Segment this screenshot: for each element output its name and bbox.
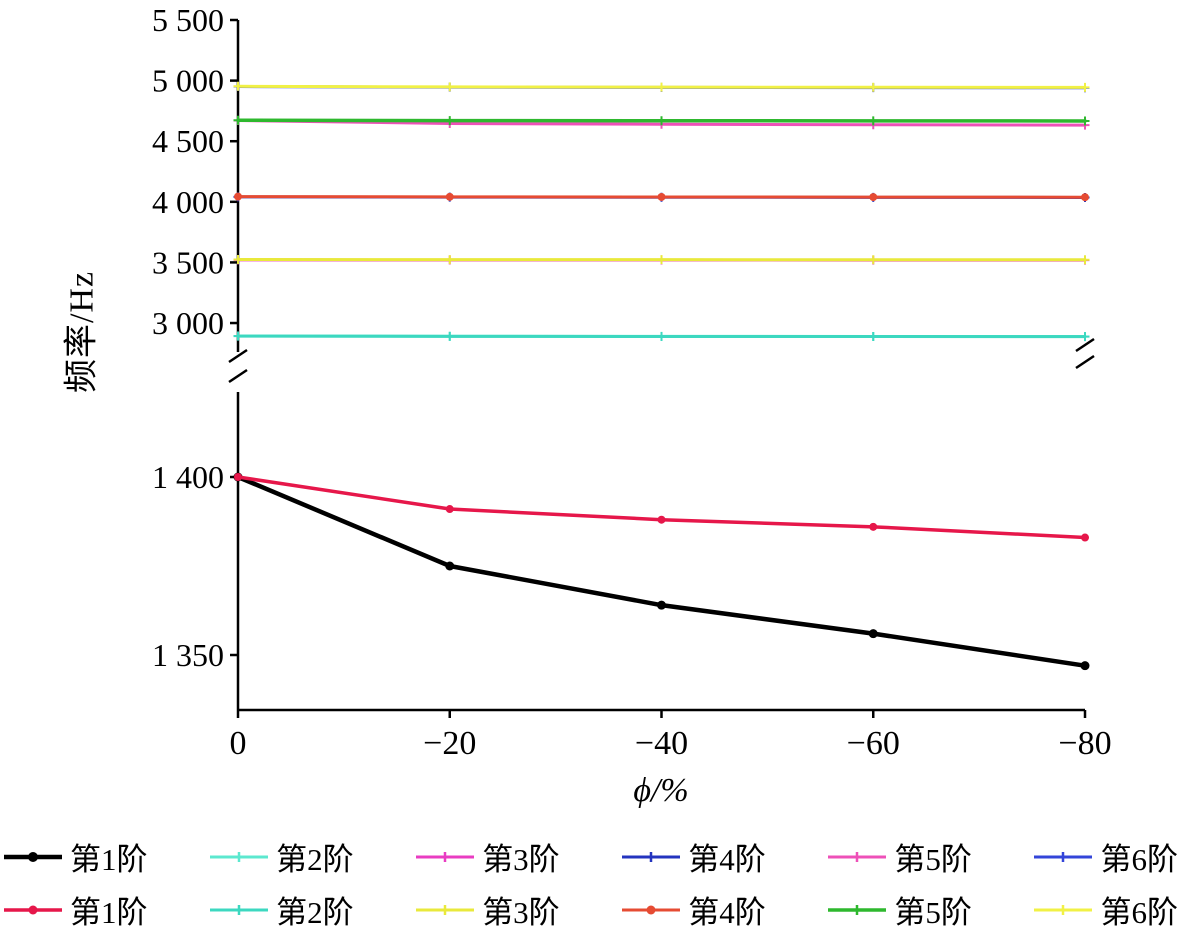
legend-sample [828,904,887,915]
legend-sample [416,904,475,915]
x-axis-label: ϕ/% [633,772,689,809]
series-marker [868,255,878,265]
legend-sample [4,905,62,914]
chart-svg: 5 500 5 000 4 500 4 000 3 500 3 000 1 400 1 350… [152,2,1112,762]
y-tick-label: 4 000 [152,184,224,220]
legend-label: 第1阶 [70,842,148,877]
legend-label: 第2阶 [276,895,354,930]
series-marker [657,82,666,92]
series-marker [868,82,878,92]
y-tick-label: 3 000 [152,305,224,341]
y-tick-label: 1 350 [152,637,224,673]
series-marker [657,255,666,265]
series-marker [445,255,455,265]
x-tick-label: −20 [423,725,476,762]
y-tick-label: 3 500 [152,244,224,280]
series-marker [1080,116,1090,126]
legend-item: 第4阶 [621,887,766,932]
series-marker [1080,332,1090,342]
series-marker [868,629,878,639]
series-marker [1081,533,1089,542]
series-marker [1080,255,1090,265]
legend-sample [1034,904,1093,915]
legend-item: 第6阶 [1033,834,1178,879]
y-axis-label: 频率/Hz [63,270,101,394]
legend-item: 第3阶 [415,887,560,932]
legend-sample [210,904,269,915]
legend-label: 第3阶 [482,842,560,877]
series-marker [657,116,666,126]
legend-item: 第6阶 [1033,887,1178,932]
legend-sample [4,851,62,862]
legend-label: 第4阶 [688,842,766,877]
series-marker [445,331,455,341]
legend: 第1阶 第2阶 第3阶 第4阶 第5阶 第6阶 第1阶 第2阶 第3阶 第4阶 第5阶 第6阶 [0,830,1181,936]
series-marker [233,115,243,125]
series-marker [233,331,243,341]
legend-item: 第2阶 [209,887,354,932]
legend-label: 第6阶 [1100,842,1178,877]
series-marker [657,515,666,524]
series-marker [1080,661,1090,671]
series-marker [1080,82,1090,92]
series-marker [1081,193,1089,202]
y-tick-label: 1 400 [152,459,224,495]
series-marker [445,192,454,201]
legend-label: 第4阶 [688,895,766,930]
y-tick-label: 5 500 [152,2,224,38]
legend-label: 第2阶 [276,842,354,877]
x-tick-label: −40 [635,725,688,762]
series-marker [869,193,878,202]
series-marker [657,331,666,341]
legend-label: 第6阶 [1100,895,1178,930]
legend-item: 第4阶 [621,834,766,879]
series-marker [445,116,455,126]
axis-break-marks [228,337,1095,384]
series-marker [233,255,243,265]
x-tick-label: 0 [230,725,247,762]
legend-row-1: 第1阶 第2阶 第3阶 第4阶 第5阶 第6阶 [0,830,1181,883]
y-tick-label: 5 000 [152,63,224,99]
x-tick-label: −60 [847,725,900,762]
legend-row-2: 第1阶 第2阶 第3阶 第4阶 第5阶 第6阶 [0,883,1181,936]
series-marker [868,331,878,341]
legend-item: 第5阶 [827,834,972,879]
series-marker [234,473,242,481]
legend-sample [1034,851,1093,862]
x-tick-label: −80 [1058,725,1111,762]
legend-item: 第3阶 [415,834,560,879]
series-marker [657,192,666,201]
series-line [235,474,1088,668]
series-marker [234,192,242,201]
legend-sample [416,851,475,862]
legend-item: 第2阶 [209,834,354,879]
series-marker [445,505,454,514]
legend-label: 第1阶 [70,895,148,930]
series-marker [869,522,878,531]
legend-label: 第5阶 [894,895,972,930]
legend-sample [622,905,681,914]
series-marker [868,116,878,126]
series-marker [657,600,666,610]
y-tick-label: 4 500 [152,123,224,159]
legend-label: 第3阶 [482,895,560,930]
legend-sample [210,851,269,862]
legend-item: 第1阶 [3,834,148,879]
legend-label: 第5阶 [894,842,972,877]
legend-sample [828,851,887,862]
legend-item: 第1阶 [3,887,148,932]
series-marker [445,82,455,92]
series-marker [233,81,243,91]
legend-item: 第5阶 [827,887,972,932]
legend-sample [622,851,681,862]
series-marker [445,561,455,571]
